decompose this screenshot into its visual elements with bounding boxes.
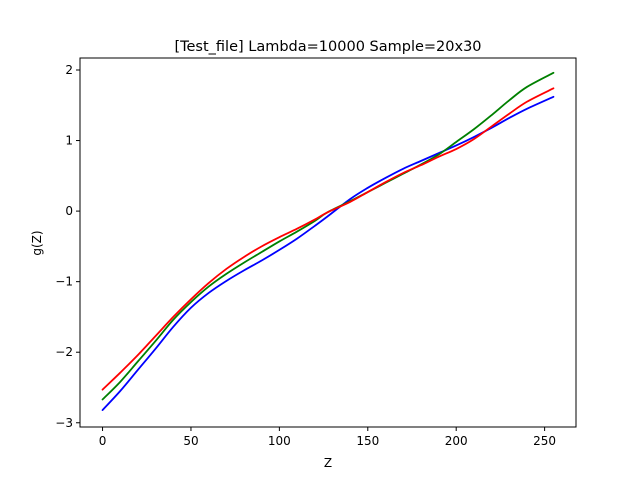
y-tick-label: −1 (55, 275, 73, 289)
x-tick-label: 150 (356, 434, 379, 448)
chart-title: [Test_file] Lambda=10000 Sample=20x30 (174, 39, 481, 55)
axes-frame (79, 57, 577, 428)
y-tick-label: 1 (65, 134, 73, 148)
y-axis-label: g(Z) (30, 230, 44, 255)
x-tick-label: 50 (183, 434, 198, 448)
x-tick-label: 200 (445, 434, 468, 448)
x-axis: 0 50 100 150 200 250 (99, 427, 556, 448)
series-line-red (101, 87, 555, 391)
plot-area (79, 57, 577, 428)
x-axis-label: Z (324, 456, 332, 470)
series-layer (101, 71, 555, 411)
y-tick-label: −2 (55, 345, 73, 359)
y-tick-label: 0 (65, 204, 73, 218)
x-tick-label: 0 (99, 434, 107, 448)
y-tick-label: −3 (55, 416, 73, 430)
series-line-blue (101, 95, 555, 411)
y-tick-label: 2 (65, 63, 73, 77)
y-axis: −3 −2 −1 0 1 2 (55, 63, 80, 430)
x-tick-label: 250 (533, 434, 556, 448)
x-tick-label: 100 (268, 434, 291, 448)
